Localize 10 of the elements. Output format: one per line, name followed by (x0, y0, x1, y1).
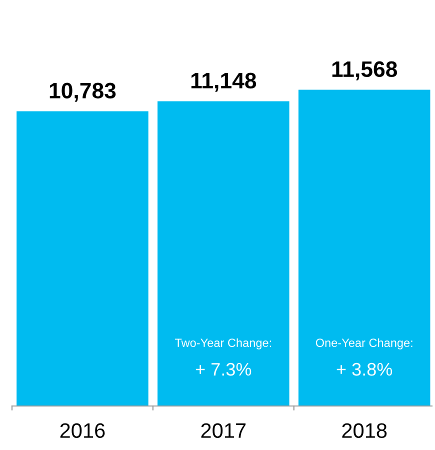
x-tick-label: 2016 (60, 423, 105, 438)
data-label: 11,148 (191, 72, 256, 92)
x-tick-label: 2018 (342, 423, 387, 438)
annotation: Two-Year Change: (175, 338, 272, 350)
x-tick-label: 2017 (201, 423, 246, 438)
annotation: + 7.3% (196, 362, 252, 376)
data-label: 10,783 (50, 82, 116, 102)
annotation: + 3.8% (336, 362, 392, 376)
data-label: 11,568 (332, 61, 398, 80)
annotation: One-Year Change: (316, 338, 412, 350)
